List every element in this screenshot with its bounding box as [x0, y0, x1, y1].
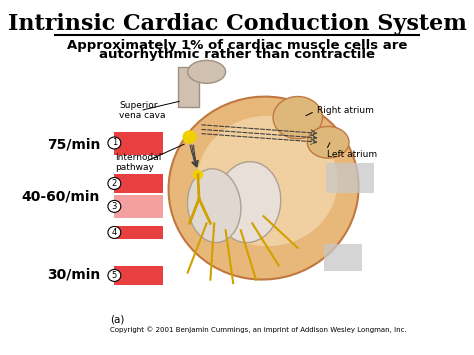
Text: Left atrium: Left atrium: [328, 150, 377, 159]
Ellipse shape: [273, 97, 322, 139]
Ellipse shape: [216, 162, 281, 242]
Text: Approximately 1% of cardiac muscle cells are: Approximately 1% of cardiac muscle cells…: [67, 39, 407, 52]
Text: Internodal
pathway: Internodal pathway: [115, 153, 161, 172]
Bar: [114, 266, 163, 285]
Bar: [324, 245, 362, 271]
Bar: [114, 132, 163, 155]
Circle shape: [183, 131, 196, 143]
Text: Right atrium: Right atrium: [317, 106, 374, 115]
Text: 1: 1: [112, 138, 117, 147]
Text: Intrinsic Cardiac Conduction System: Intrinsic Cardiac Conduction System: [8, 13, 466, 35]
Bar: [114, 174, 163, 193]
Ellipse shape: [188, 169, 241, 242]
Text: 2: 2: [112, 179, 117, 188]
Bar: [114, 226, 163, 239]
Text: 5: 5: [112, 271, 117, 280]
Bar: [178, 66, 199, 107]
Ellipse shape: [169, 97, 359, 279]
Ellipse shape: [188, 60, 226, 83]
Text: (a): (a): [110, 314, 124, 324]
Circle shape: [108, 269, 121, 282]
Text: Superior
vena cava: Superior vena cava: [119, 101, 166, 120]
Circle shape: [108, 137, 121, 149]
Text: 40-60/min: 40-60/min: [21, 190, 100, 204]
Text: Copyright © 2001 Benjamin Cummings, an imprint of Addison Wesley Longman, Inc.: Copyright © 2001 Benjamin Cummings, an i…: [110, 326, 407, 333]
Text: 4: 4: [112, 228, 117, 237]
Text: 75/min: 75/min: [47, 137, 100, 151]
Bar: [114, 195, 163, 218]
Text: autorhythmic rather than contractile: autorhythmic rather than contractile: [99, 48, 375, 61]
Text: 30/min: 30/min: [47, 267, 100, 282]
Circle shape: [108, 200, 121, 212]
Text: 3: 3: [112, 202, 117, 211]
Circle shape: [193, 170, 202, 179]
Circle shape: [108, 226, 121, 239]
Bar: [326, 163, 374, 193]
Circle shape: [108, 178, 121, 190]
Ellipse shape: [307, 126, 349, 158]
Ellipse shape: [197, 116, 337, 246]
